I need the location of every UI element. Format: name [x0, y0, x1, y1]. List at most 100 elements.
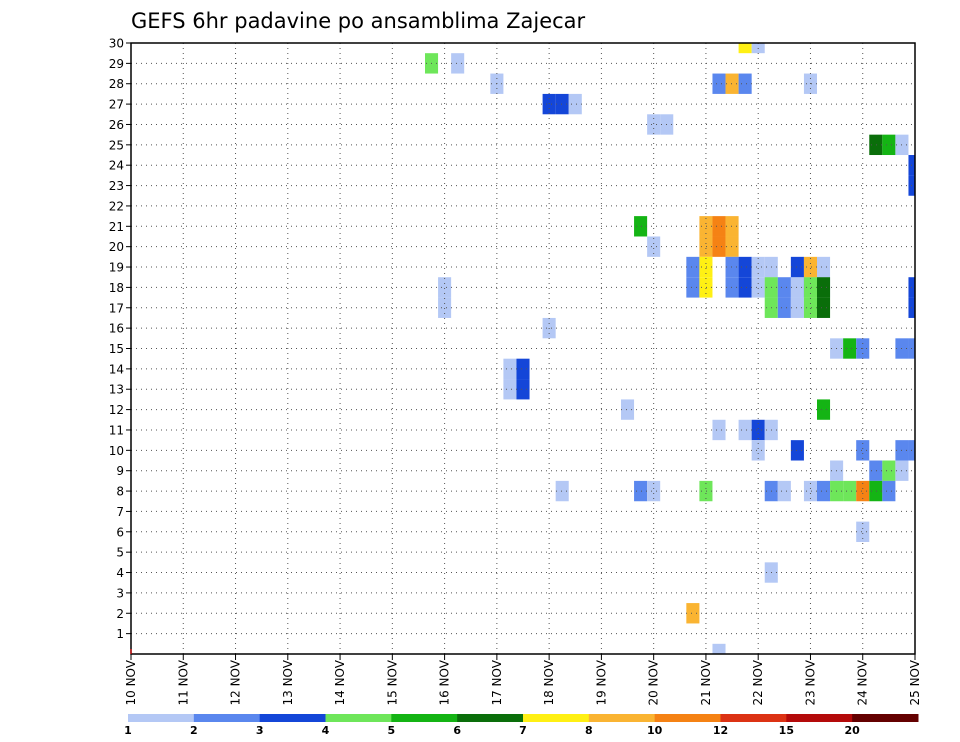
colorbar-swatch: [128, 714, 195, 722]
precip-cell: [751, 256, 765, 278]
precip-cell: [647, 480, 661, 502]
colorbar-swatch: [259, 714, 326, 722]
y-tick-label: 20: [109, 240, 124, 254]
colorbar-label: 15: [779, 724, 794, 737]
colorbar-label: 5: [388, 724, 396, 737]
colorbar-label: 1: [124, 724, 132, 737]
y-tick-label: 29: [109, 57, 124, 71]
y-tick-label: 5: [116, 546, 124, 560]
colorbar-swatch: [391, 714, 458, 722]
y-tick-label: 28: [109, 77, 124, 91]
precip-cell: [751, 440, 765, 461]
y-tick-label: 7: [116, 505, 124, 519]
x-tick-label: 23 NOV: [803, 659, 817, 705]
precip-cell: [686, 277, 700, 298]
precip-cell: [790, 440, 804, 461]
precip-cell: [555, 93, 569, 115]
precip-cell: [882, 460, 896, 481]
precip-cell: [882, 134, 896, 156]
x-tick-label: 13 NOV: [281, 659, 295, 705]
precip-cell: [647, 236, 661, 257]
precip-cell: [647, 114, 661, 135]
precip-cell: [725, 236, 739, 257]
precip-cell: [451, 53, 465, 74]
colorbar-swatch: [193, 714, 261, 722]
colorbar: 1 2 3 4 5 6 7 8 10 12 15 20: [124, 714, 919, 737]
precip-cell: [817, 399, 831, 420]
y-tick-label: 4: [116, 566, 124, 580]
x-tick-label: 12 NOV: [229, 659, 243, 705]
precip-cell: [777, 297, 791, 318]
y-tick-label: 26: [109, 118, 124, 132]
precip-cell: [699, 277, 713, 298]
precip-cell: [699, 236, 713, 257]
colorbar-swatch: [457, 714, 524, 722]
precip-cell: [712, 419, 726, 441]
y-tick-label: 24: [109, 159, 124, 173]
x-tick-label: 19 NOV: [594, 659, 608, 705]
colorbar-swatch: [588, 714, 656, 722]
precip-cell: [555, 480, 569, 502]
colorbar-swatch: [852, 714, 919, 722]
precip-cell: [869, 134, 883, 156]
colorbar-swatch: [720, 714, 787, 722]
colorbar-swatch: [786, 714, 853, 722]
x-tick-label: 22 NOV: [751, 659, 765, 705]
colorbar-swatch: [523, 714, 590, 722]
precip-cell: [790, 297, 804, 318]
precip-cell: [790, 277, 804, 298]
precip-cell: [777, 480, 791, 502]
y-tick-label: 15: [109, 342, 124, 356]
precip-cell: [725, 256, 739, 278]
precip-cell: [725, 216, 739, 237]
x-tick-label: 14 NOV: [333, 659, 347, 705]
y-tick-label: 8: [116, 485, 124, 499]
precip-cell: [686, 603, 700, 624]
grid-layer: [131, 43, 915, 654]
plot-frame: [130, 42, 916, 655]
colorbar-label: 12: [713, 724, 728, 737]
precip-cell: [856, 440, 870, 461]
x-tick-label: 16 NOV: [438, 659, 452, 705]
precip-cell: [634, 216, 648, 237]
precip-cell: [516, 379, 530, 400]
x-tick-label: 21 NOV: [699, 659, 713, 705]
precip-cell: [712, 643, 726, 654]
y-tick-label: 23: [109, 179, 124, 193]
x-tick-label: 20 NOV: [647, 659, 661, 705]
y-axis: 1234567891011121314151617181920212223242…: [109, 37, 131, 641]
precip-cell: [790, 256, 804, 278]
precip-cell: [777, 277, 791, 298]
precip-cell: [725, 277, 739, 298]
precip-cell: [803, 277, 817, 298]
precip-cell: [699, 256, 713, 278]
precip-cell: [869, 460, 883, 481]
colorbar-label: 8: [585, 724, 593, 737]
precip-cell: [751, 419, 765, 441]
precip-cell: [751, 277, 765, 298]
y-tick-label: 19: [109, 261, 124, 275]
x-tick-label: 15 NOV: [385, 659, 399, 705]
y-tick-label: 10: [109, 444, 124, 458]
precip-cell: [712, 216, 726, 237]
precip-cell: [738, 419, 752, 441]
x-tick-label: 10 NOV: [124, 659, 138, 705]
y-tick-label: 17: [109, 301, 124, 315]
precip-cell: [725, 73, 739, 94]
y-tick-label: 3: [116, 586, 124, 600]
precip-cell: [516, 358, 530, 380]
precip-cell: [803, 480, 817, 502]
precip-cell: [803, 256, 817, 278]
precip-cell: [621, 399, 635, 420]
colorbar-label: 3: [256, 724, 264, 737]
precip-cell: [817, 256, 831, 278]
y-tick-label: 27: [109, 98, 124, 112]
colorbar-label: 7: [519, 724, 527, 737]
cells-layer: [425, 43, 915, 654]
colorbar-swatch: [654, 714, 721, 722]
precip-cell: [882, 480, 896, 502]
colorbar-swatch: [325, 714, 392, 722]
precip-cell: [803, 297, 817, 318]
y-tick-label: 1: [116, 627, 124, 641]
